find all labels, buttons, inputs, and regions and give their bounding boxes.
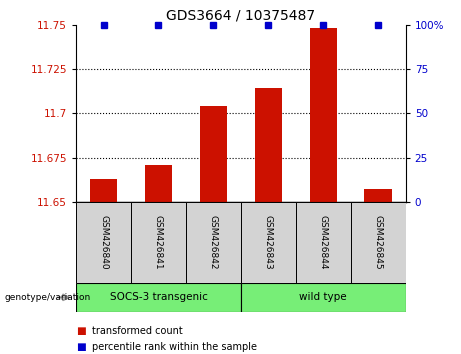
- Text: percentile rank within the sample: percentile rank within the sample: [92, 342, 257, 352]
- Text: GSM426843: GSM426843: [264, 215, 273, 270]
- Text: transformed count: transformed count: [92, 326, 183, 336]
- Bar: [296, 202, 351, 283]
- Text: SOCS-3 transgenic: SOCS-3 transgenic: [110, 292, 207, 302]
- Text: GSM426842: GSM426842: [209, 215, 218, 270]
- Bar: [90, 179, 117, 202]
- Bar: [351, 202, 406, 283]
- Bar: [76, 283, 241, 312]
- Bar: [76, 202, 131, 283]
- Text: GSM426845: GSM426845: [374, 215, 383, 270]
- Bar: [365, 189, 392, 202]
- Bar: [241, 283, 406, 312]
- Bar: [200, 106, 227, 202]
- Bar: [186, 202, 241, 283]
- Text: genotype/variation: genotype/variation: [5, 293, 91, 302]
- Text: ■: ■: [76, 342, 86, 352]
- Text: GSM426844: GSM426844: [319, 215, 328, 270]
- Bar: [241, 202, 296, 283]
- Text: wild type: wild type: [300, 292, 347, 302]
- Bar: [145, 165, 172, 202]
- Bar: [254, 88, 282, 202]
- Text: ■: ■: [76, 326, 86, 336]
- Bar: [309, 28, 337, 202]
- Text: GSM426841: GSM426841: [154, 215, 163, 270]
- Title: GDS3664 / 10375487: GDS3664 / 10375487: [166, 8, 315, 22]
- Text: GSM426840: GSM426840: [99, 215, 108, 270]
- Bar: [131, 202, 186, 283]
